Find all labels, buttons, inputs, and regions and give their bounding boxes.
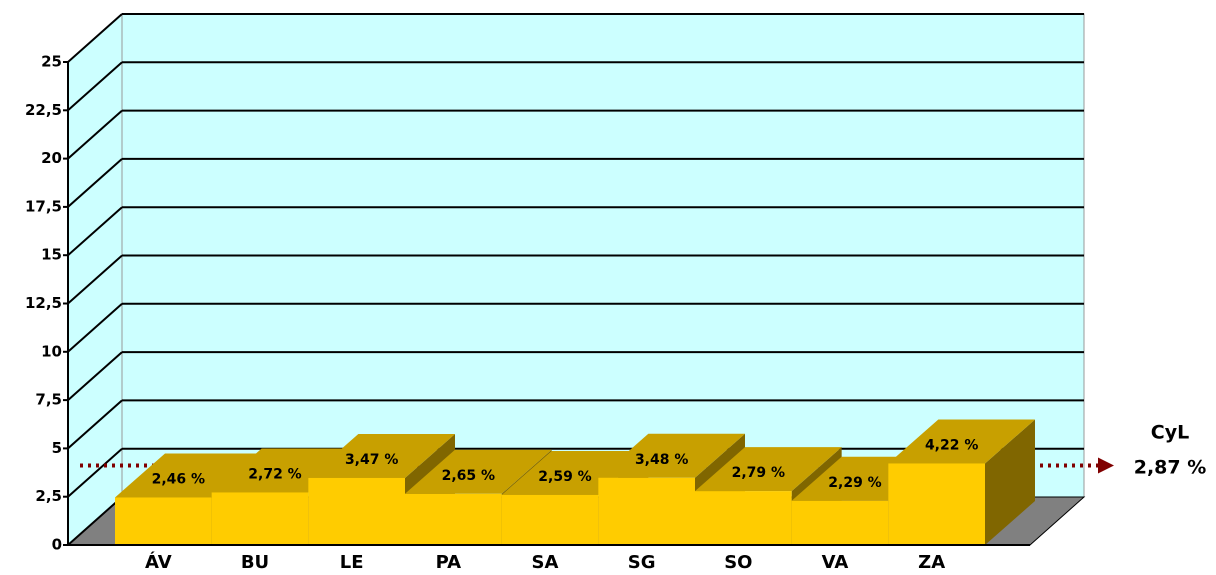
bar-side bbox=[985, 419, 1035, 545]
x-tick-label: SG bbox=[628, 552, 656, 573]
reference-label: 2,87 % bbox=[1134, 457, 1207, 479]
bar bbox=[598, 477, 695, 545]
data-label: 2,59 % bbox=[538, 469, 591, 485]
y-tick-label: 17,5 bbox=[25, 197, 62, 215]
bar-top bbox=[501, 450, 649, 495]
reference-name: CyL bbox=[1151, 422, 1189, 444]
data-label: 2,29 % bbox=[828, 475, 881, 491]
data-label: 2,46 % bbox=[152, 471, 205, 487]
y-tick-label: 22,5 bbox=[25, 101, 62, 119]
bar bbox=[888, 463, 985, 545]
bar-top bbox=[405, 449, 552, 494]
x-tick-label: VA bbox=[822, 552, 849, 573]
bar bbox=[405, 493, 502, 545]
grid-line bbox=[67, 447, 123, 498]
y-tick-label: 2,5 bbox=[35, 487, 62, 505]
data-label: 2,65 % bbox=[442, 468, 495, 484]
bar-top bbox=[695, 447, 842, 492]
bar bbox=[791, 500, 889, 545]
bar bbox=[115, 497, 212, 545]
x-tick-label: SA bbox=[532, 552, 559, 573]
grid-line bbox=[67, 109, 123, 160]
y-tick-label: 0 bbox=[52, 536, 62, 554]
x-tick-label: ZA bbox=[918, 552, 945, 573]
y-tick-label: 7,5 bbox=[35, 391, 62, 409]
x-tick-label: PA bbox=[436, 552, 462, 573]
grid-line bbox=[67, 13, 123, 63]
data-label: 2,79 % bbox=[732, 465, 785, 481]
data-label: 3,47 % bbox=[345, 452, 398, 468]
grid-line bbox=[67, 399, 123, 450]
y-tick-label: 25 bbox=[41, 53, 62, 71]
bar-top bbox=[598, 433, 745, 478]
x-tick-label: ÁV bbox=[145, 551, 172, 573]
x-tick-label: BU bbox=[241, 552, 269, 573]
y-tick-label: 12,5 bbox=[25, 294, 62, 312]
x-tick-label: SO bbox=[724, 552, 752, 573]
bar-top bbox=[888, 419, 1035, 464]
grid-line bbox=[67, 303, 123, 353]
grid-line bbox=[67, 158, 123, 208]
grid-line bbox=[67, 206, 123, 256]
x-tick-label: LE bbox=[340, 552, 364, 573]
grid-line bbox=[67, 61, 123, 112]
bar bbox=[211, 492, 309, 545]
grid-line bbox=[67, 496, 123, 546]
y-tick-label: 20 bbox=[41, 149, 62, 167]
grid-line bbox=[67, 351, 123, 401]
bar-top bbox=[308, 433, 455, 478]
bar bbox=[501, 494, 599, 545]
data-label: 2,72 % bbox=[248, 466, 301, 482]
y-tick-label: 5 bbox=[52, 439, 62, 457]
bar bbox=[695, 491, 792, 545]
bar bbox=[308, 477, 405, 545]
reference-arrow bbox=[1098, 457, 1114, 474]
y-tick-label: 10 bbox=[41, 342, 62, 360]
bar-top bbox=[115, 453, 262, 498]
grid-line bbox=[67, 254, 123, 305]
data-label: 4,22 % bbox=[925, 437, 978, 453]
bar-top bbox=[211, 448, 359, 493]
data-label: 3,48 % bbox=[635, 452, 688, 468]
y-tick-label: 15 bbox=[41, 246, 62, 264]
